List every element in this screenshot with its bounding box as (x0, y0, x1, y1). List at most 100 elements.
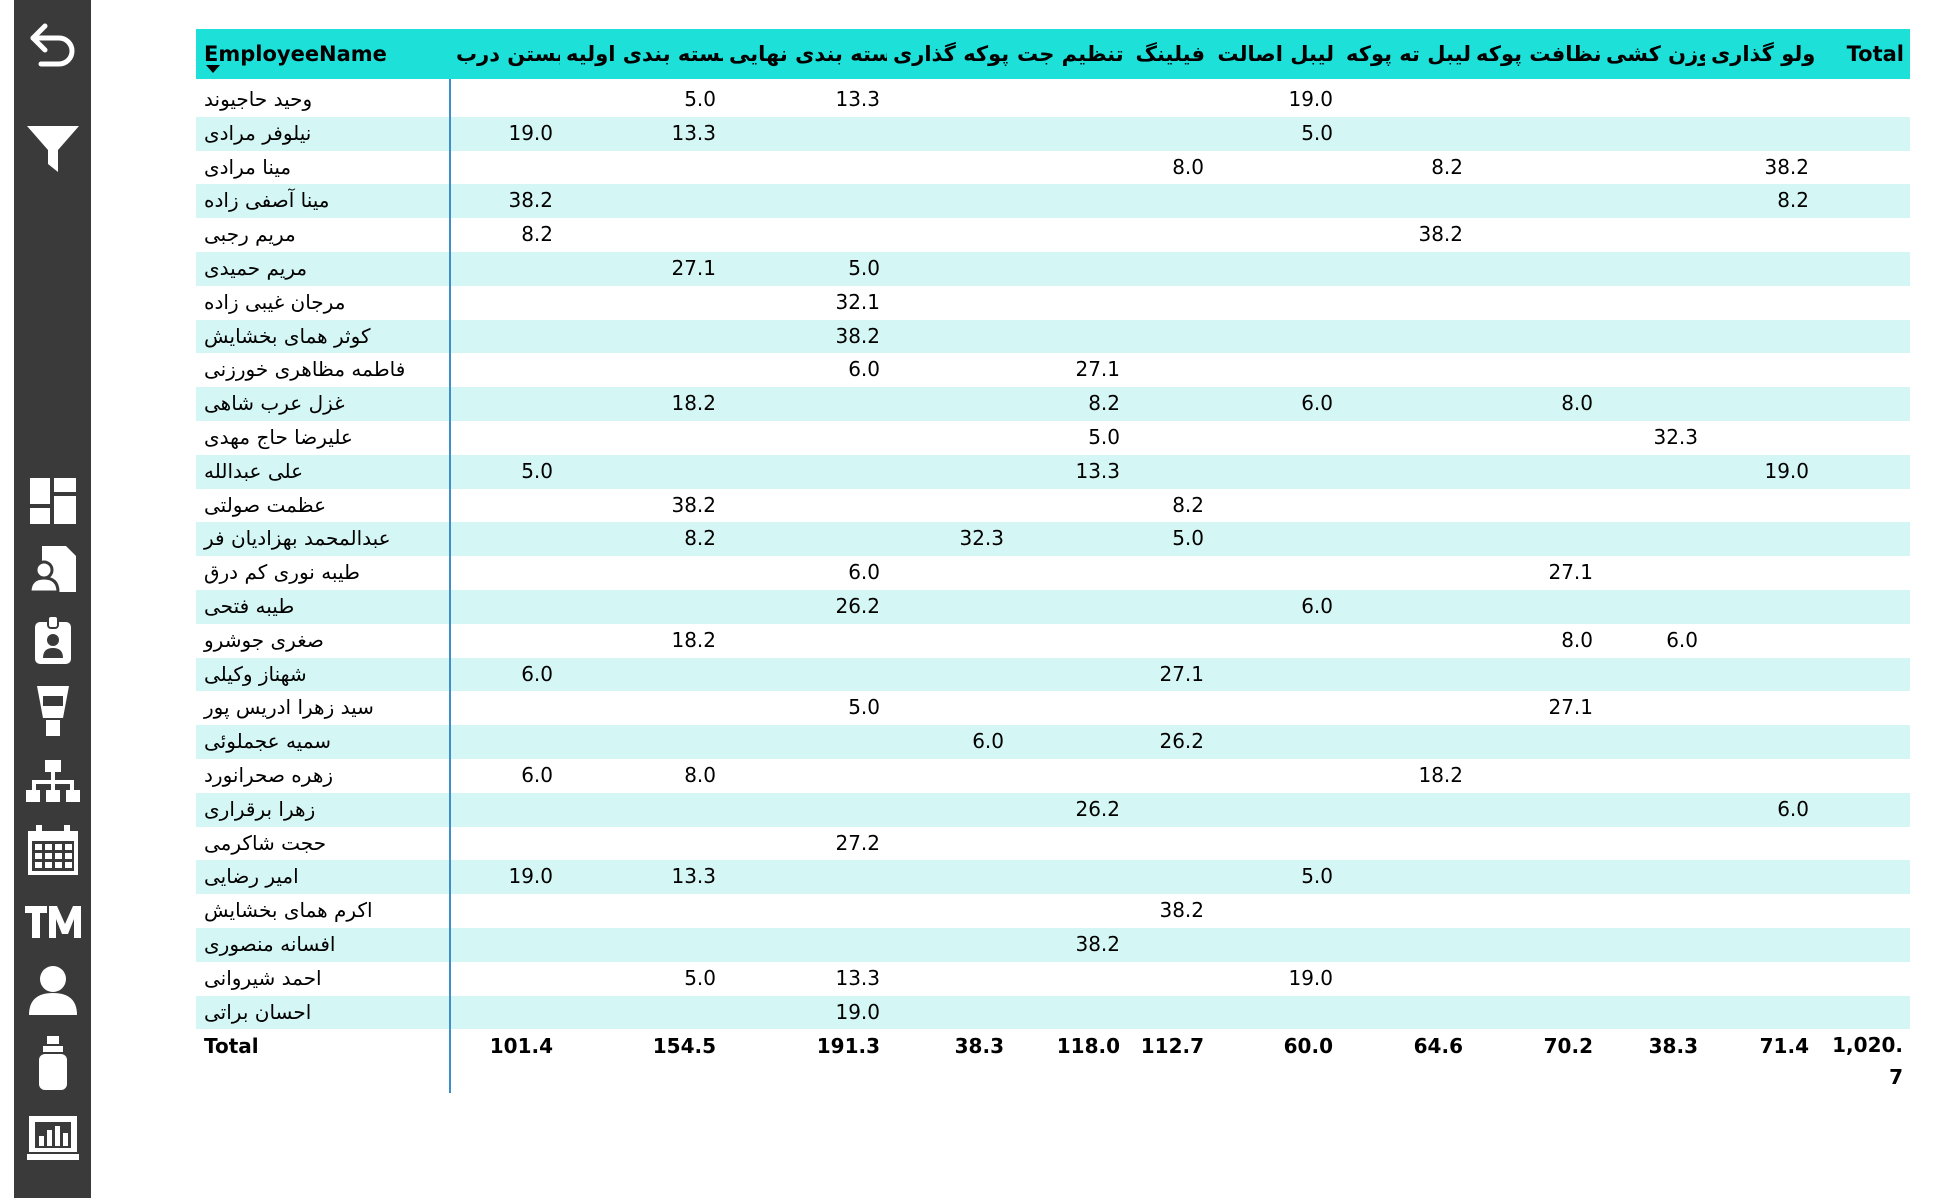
employee-name-cell[interactable]: احمد شیروانی (196, 961, 451, 996)
employee-report-icon[interactable] (14, 542, 91, 596)
value-cell (887, 556, 1011, 590)
column-header[interactable]: نظافت پوکه (1470, 29, 1600, 79)
column-header[interactable]: پوکه گذاری (887, 29, 1011, 79)
employee-name-cell[interactable]: حجت شاکرمی (196, 826, 451, 861)
employee-name-cell[interactable]: شهناز وکیلی (196, 657, 451, 692)
column-header[interactable]: تنظیم جت (1011, 29, 1127, 79)
employee-name-cell[interactable]: عظمت صولتی (196, 488, 451, 523)
employee-name-cell[interactable]: مرجان غیبی زاده (196, 285, 451, 320)
column-header[interactable]: فیلینگ (1127, 29, 1211, 79)
employee-name-cell[interactable]: سمیه عجملوئی (196, 725, 451, 759)
badge-icon[interactable] (14, 612, 91, 668)
value-cell (560, 927, 723, 962)
employee-name-cell[interactable]: صغری جوشرو (196, 623, 451, 658)
value-cell (1340, 860, 1470, 895)
column-header[interactable]: بسته بندی نهایی (723, 29, 887, 79)
employee-name-cell[interactable]: سید زهرا ادریس پور (196, 691, 451, 726)
column-header-employee-name[interactable]: EmployeeName (196, 29, 450, 79)
column-header[interactable]: ولو گذاری (1705, 29, 1816, 79)
value-cell (1011, 218, 1127, 252)
value-cell: 6.0 (450, 657, 560, 692)
column-header-total[interactable]: Total (1816, 29, 1910, 79)
employee-name-cell[interactable]: کوثر همای بخشایش (196, 319, 451, 354)
value-cell (1127, 961, 1211, 996)
value-cell (1340, 116, 1470, 151)
value-cell (1600, 691, 1705, 726)
employee-name-cell[interactable]: مینا آصفی زاده (196, 184, 451, 219)
employee-name-cell[interactable]: مریم حمیدی (196, 251, 451, 286)
bottle-icon[interactable] (14, 1034, 91, 1092)
column-header[interactable]: وزن کشی (1600, 29, 1705, 79)
employee-name-cell[interactable]: مریم رجبی (196, 218, 451, 252)
value-cell: 5.0 (1211, 116, 1340, 151)
value-cell (1600, 589, 1705, 624)
column-header[interactable]: بسته بندی اولیه (560, 29, 723, 79)
value-cell (1600, 826, 1705, 861)
employee-name-cell[interactable]: فاطمه مظاهری خورزنی (196, 353, 451, 388)
value-cell (1340, 826, 1470, 861)
value-cell (1211, 758, 1340, 793)
employee-name-cell[interactable]: زهره صحرانورد (196, 758, 451, 793)
employee-name-cell[interactable]: مینا مرادی (196, 150, 451, 185)
user-icon[interactable] (14, 962, 91, 1018)
dashboard-icon[interactable] (14, 474, 91, 528)
back-icon[interactable] (14, 14, 91, 74)
value-cell (1127, 792, 1211, 827)
table-row[interactable]: عبدالمحمد بهزادیان فر8.232.35.045.5 (196, 522, 1910, 557)
org-chart-icon[interactable] (14, 756, 91, 810)
value-cell (1600, 150, 1705, 185)
value-cell (1127, 758, 1211, 793)
employee-name-cell[interactable]: طیبه فتحی (196, 589, 451, 624)
employee-name-cell[interactable]: احسان براتی (196, 995, 451, 1030)
column-header[interactable]: لیبل ته پوکه (1340, 29, 1470, 79)
employee-name-cell[interactable]: نیلوفر مرادی (196, 116, 451, 151)
employee-name-cell[interactable]: زهرا برقراری (196, 792, 451, 827)
employee-name-cell[interactable]: افسانه منصوری (196, 927, 451, 962)
employee-name-cell[interactable]: وحید حاجیوند (196, 79, 451, 117)
calendar-icon[interactable] (14, 822, 91, 878)
product-cup-icon[interactable] (14, 682, 91, 740)
filter-icon[interactable] (14, 118, 91, 178)
trademark-icon[interactable] (14, 896, 91, 948)
value-cell (1211, 420, 1340, 455)
column-header[interactable]: بستن درب (450, 29, 560, 79)
employee-name-cell[interactable]: امیر رضایی (196, 860, 451, 895)
employee-name-cell[interactable]: عبدالمحمد بهزادیان فر (196, 522, 451, 557)
column-header[interactable]: لیبل اصالت (1211, 29, 1340, 79)
bar-chart-report-icon[interactable] (14, 1110, 91, 1166)
employee-name-cell[interactable]: غزل عرب شاهی (196, 387, 451, 421)
sort-descending-icon[interactable] (206, 65, 220, 73)
employee-name-cell[interactable]: علی عبدالله (196, 454, 451, 489)
employee-name-cell[interactable]: طیبه نوری کم درق (196, 556, 451, 590)
value-cell: 19.0 (450, 860, 560, 895)
employee-name-cell[interactable]: علیرضا حاج مهدی (196, 420, 451, 455)
employee-name-cell[interactable]: اکرم همای بخشایش (196, 894, 451, 928)
